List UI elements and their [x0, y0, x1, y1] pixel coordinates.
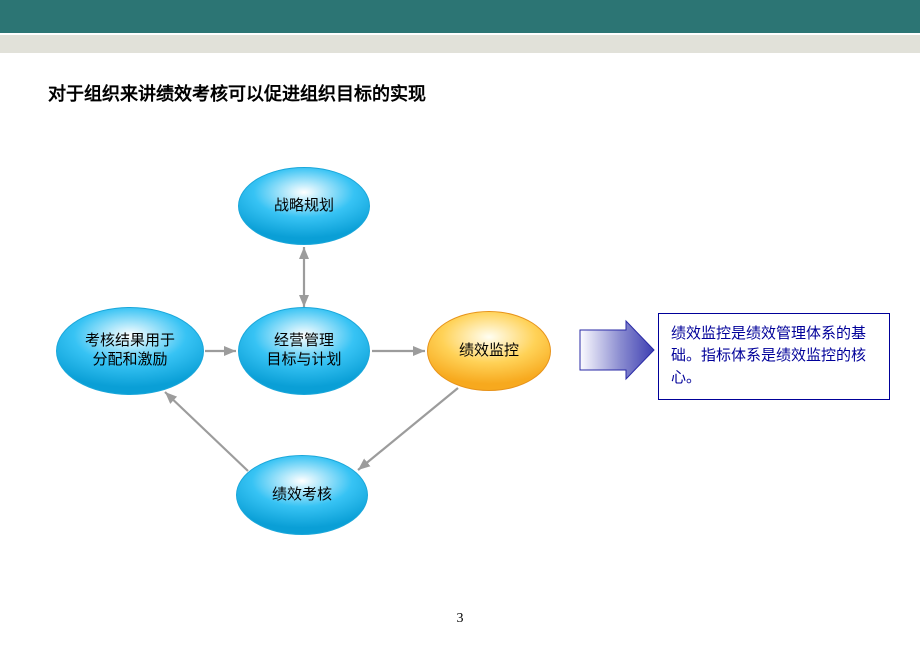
- node-monitor: 绩效监控: [427, 311, 551, 391]
- edge-appraisal-results: [165, 392, 248, 471]
- node-strategy: 战略规划: [238, 167, 370, 245]
- callout-text: 绩效监控是绩效管理体系的基础。指标体系是绩效监控的核心。: [671, 326, 866, 386]
- callout-box: 绩效监控是绩效管理体系的基础。指标体系是绩效监控的核心。: [658, 313, 890, 400]
- edge-monitor-appraisal: [358, 388, 458, 470]
- block-arrow: [580, 321, 654, 379]
- page-number: 3: [0, 611, 920, 627]
- node-appraisal: 绩效考核: [236, 455, 368, 535]
- node-results: 考核结果用于 分配和激励: [56, 307, 204, 395]
- node-plan: 经营管理 目标与计划: [238, 307, 370, 395]
